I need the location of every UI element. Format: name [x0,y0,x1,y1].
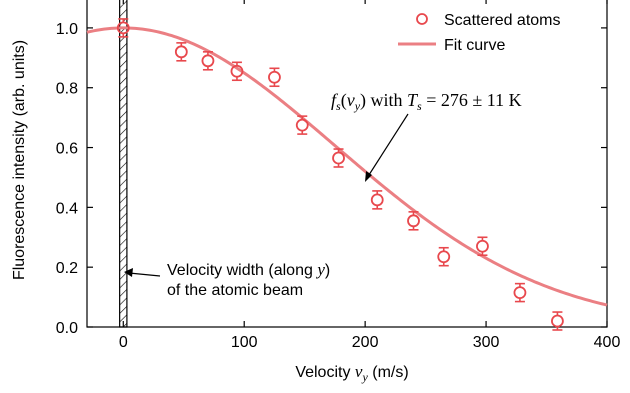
data-point-marker [437,250,451,264]
data-point-marker [295,118,309,132]
axis-ticks: 0 100 200 300 400 0.0 0.2 0.4 0.6 0.8 1.0 [56,0,621,351]
fit-annotation-label: fs(vy) with Ts = 276 ± 11 K [331,90,522,113]
y-tick-label: 1.0 [56,21,78,38]
data-point-marker [201,54,215,68]
fit-annotation: fs(vy) with Ts = 276 ± 11 K [331,90,522,182]
data-point [295,115,309,135]
y-tick-label: 0.2 [56,260,78,277]
legend-label-scattered-atoms: Scattered atoms [444,12,561,29]
data-point-marker [551,314,564,328]
fit-annotation-arrow [366,113,409,179]
data-point [437,246,451,267]
data-point-marker [513,286,527,300]
data-point [551,311,564,331]
x-axis-label: Velocity vy (m/s) [295,362,408,384]
data-point [332,148,345,168]
velocity-width-arrowhead [124,268,133,277]
y-tick-label: 0.4 [56,200,78,217]
data-series [116,18,564,331]
data-point [407,211,420,231]
data-point [476,236,489,257]
velocity-width-band [119,0,128,328]
x-tick-label: 400 [594,334,621,351]
velocity-width-annotation: Velocity width (along y) of the atomic b… [124,260,330,299]
y-tick-label: 0.8 [56,81,78,98]
data-point-marker [174,45,188,59]
data-point [370,190,384,210]
velocity-width-label-line1: Velocity width (along y) [167,260,330,279]
fit-series [86,26,608,307]
data-point-marker [116,21,130,35]
velocity-width-arrow [128,272,161,277]
x-tick-label: 0 [119,334,128,351]
data-point [174,42,188,62]
data-point-marker [332,151,345,165]
data-point-marker [268,70,281,84]
data-point-marker [370,193,384,207]
legend: Scattered atoms Fit curve [398,12,561,54]
y-tick-label: 0.6 [56,141,78,158]
data-point [268,67,281,88]
x-tick-label: 200 [352,334,379,351]
data-point-marker [230,64,244,78]
data-point [513,282,527,303]
data-point [201,51,215,71]
legend-marker-scattered-atoms [416,13,428,25]
data-point-marker [476,239,489,253]
legend-label-fit-curve: Fit curve [444,37,505,54]
velocity-width-label-line2: of the atomic beam [167,282,303,299]
data-point-marker [407,214,420,228]
fit-annotation-arrowhead [365,171,372,182]
y-tick-label: 0.0 [56,320,78,337]
plot-area [86,0,608,328]
x-tick-label: 100 [231,334,258,351]
x-tick-label: 300 [473,334,500,351]
fit-curve-line [86,26,608,307]
data-point [230,61,244,82]
y-axis-label: Fluorescence intensity (arb. units) [11,40,28,280]
data-point [116,18,130,38]
